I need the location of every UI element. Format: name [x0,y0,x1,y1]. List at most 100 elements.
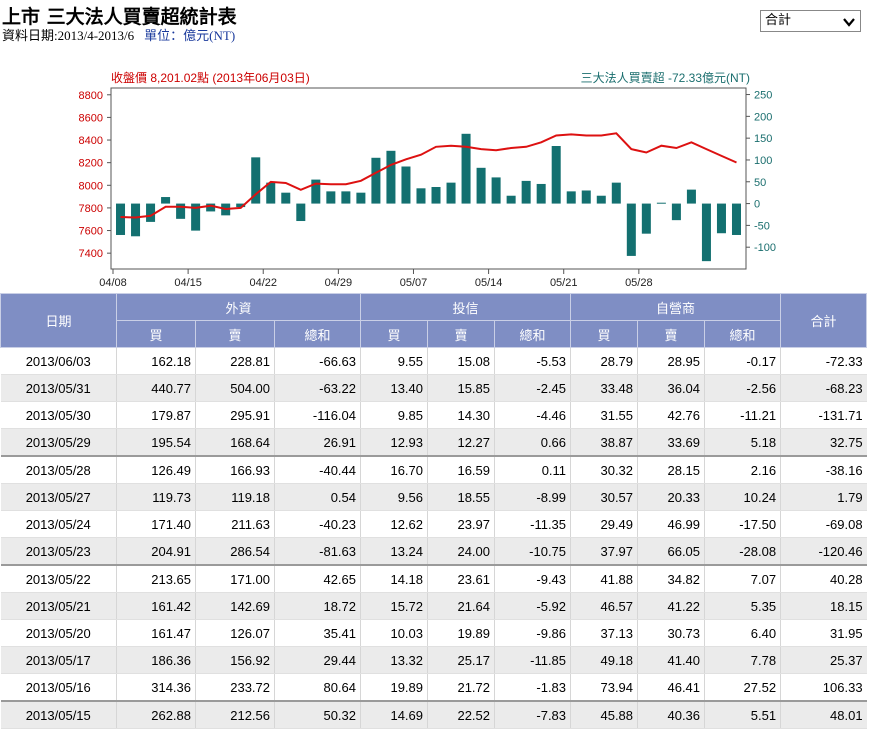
left-tick-label: 7600 [79,226,103,238]
left-tick-label: 7400 [79,248,103,260]
cell-value: 0.54 [273,483,361,511]
cell-value: 12.93 [360,428,428,457]
row-date: 2013/05/30 [0,401,117,429]
cell-value: -63.22 [273,374,361,402]
cell-value: -7.83 [494,700,571,729]
cell-value: -120.46 [780,537,867,566]
bar [386,150,396,204]
row-date: 2013/05/22 [0,564,117,593]
cell-value: 16.70 [360,455,428,484]
bar [131,203,141,237]
cell-value: 33.48 [570,374,638,402]
select-value: 合計 [765,13,792,28]
bar [371,157,381,204]
cell-value: -5.92 [494,592,571,620]
cell-value: -8.99 [494,483,571,511]
header-trust[interactable]: 投信 [360,293,572,321]
cell-value: 9.56 [360,483,428,511]
header-trust-buy[interactable]: 買 [360,320,429,348]
cell-value: -0.17 [704,347,781,375]
bar [356,192,366,204]
cell-value: -68.23 [780,374,867,402]
header-foreign[interactable]: 外資 [115,293,362,321]
cell-value: -116.04 [273,401,361,429]
cell-value: 171.40 [116,510,196,538]
row-date: 2013/05/24 [0,510,117,538]
cell-value: 80.64 [273,673,361,702]
cell-value: 0.11 [494,455,571,484]
category-select[interactable]: 合計 [760,10,861,32]
right-tick-label: -100 [754,242,776,254]
bar [686,189,696,204]
cell-value: 168.64 [195,428,275,457]
cell-value: 15.72 [360,592,428,620]
cell-value: 12.62 [360,510,428,538]
cell-value: 31.95 [780,619,867,647]
bar [566,191,576,204]
cell-value: 19.89 [360,673,428,702]
bar [521,180,531,204]
x-tick-label: 04/08 [99,277,127,289]
header-dealer[interactable]: 自營商 [570,293,782,321]
cell-value: -9.86 [494,619,571,647]
cell-value: 29.49 [570,510,638,538]
row-date: 2013/06/03 [0,347,117,375]
cell-value: 37.13 [570,619,638,647]
cell-value: 33.69 [637,428,705,457]
page-header: 上市 三大法人買賣超統計表 資料日期:2013/4-2013/6 單位：億元(NT… [0,0,869,60]
x-tick-label: 05/14 [475,277,503,289]
bar [311,179,321,204]
cell-value: 119.73 [116,483,196,511]
cell-value: 30.73 [637,619,705,647]
cell-value: 10.24 [704,483,781,511]
cell-value: 9.55 [360,347,428,375]
cell-value: 5.35 [704,592,781,620]
cell-value: 212.56 [195,700,275,729]
left-tick-label: 8600 [79,112,103,124]
header-foreign-net[interactable]: 總和 [273,320,362,348]
cell-value: 28.95 [637,347,705,375]
cell-value: -10.75 [494,537,571,566]
cell-value: 29.44 [273,646,361,674]
right-tick-label: 200 [754,111,772,123]
bar [551,146,561,204]
right-legend: 三大法人買賣超 -72.33億元(NT) [581,70,750,85]
bar [461,133,471,204]
date-range: 資料日期:2013/4-2013/6 [2,28,135,43]
right-tick-label: 0 [754,199,760,211]
table-row: 2013/05/28 126.49 166.93 -40.44 16.70 16.59 0.… [0,455,867,484]
row-date: 2013/05/29 [0,428,117,457]
cell-value: -40.23 [273,510,361,538]
table-body: 2013/06/03 162.18 228.81 -66.63 9.55 15.08 -5.… [0,347,867,729]
row-date: 2013/05/28 [0,455,117,484]
cell-value: 18.72 [273,592,361,620]
table-row: 2013/05/27 119.73 119.18 0.54 9.56 18.55 -8.99… [0,483,867,511]
cell-value: 31.55 [570,401,638,429]
bar [206,203,216,212]
header-total[interactable]: 合計 [780,293,868,348]
cell-value: 37.97 [570,537,638,566]
left-tick-label: 8400 [79,135,103,147]
left-tick-label: 7800 [79,203,103,215]
cell-value: 34.82 [637,564,705,593]
bar [476,167,486,204]
table-row: 2013/05/15 262.88 212.56 50.32 14.69 22.52 -7.… [0,700,867,729]
cell-value: 126.07 [195,619,275,647]
cell-value: 295.91 [195,401,275,429]
cell-value: 314.36 [116,673,196,702]
bar [446,182,456,204]
cell-value: 10.03 [360,619,428,647]
x-tick-label: 04/29 [325,277,353,289]
cell-value: -40.44 [273,455,361,484]
bar [416,188,426,204]
header-foreign-buy[interactable]: 買 [116,320,196,348]
header-foreign-sell[interactable]: 賣 [195,320,275,348]
bar [491,177,501,204]
cell-value: 171.00 [195,564,275,593]
header-dealer-net[interactable]: 總和 [704,320,782,348]
header-trust-net[interactable]: 總和 [494,320,572,348]
header-dealer-sell[interactable]: 賣 [637,320,706,348]
header-dealer-buy[interactable]: 買 [570,320,639,348]
header-date[interactable]: 日期 [0,293,117,348]
header-trust-sell[interactable]: 賣 [427,320,496,348]
